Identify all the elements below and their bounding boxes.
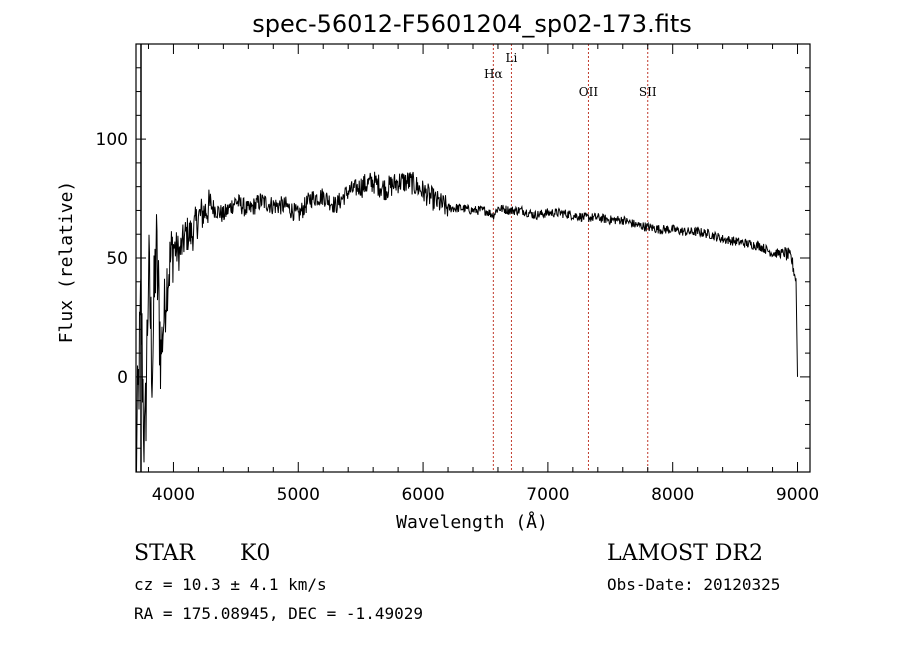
redshift-cz: cz = 10.3 ± 4.1 km/s xyxy=(134,575,327,594)
object-class: STAR xyxy=(134,541,196,566)
chart-title: spec-56012-F5601204_sp02-173.fits xyxy=(252,10,691,38)
x-tick-label: 8000 xyxy=(651,485,694,505)
y-axis-label: Flux (relative) xyxy=(56,181,77,344)
obs-date: Obs-Date: 20120325 xyxy=(607,575,780,594)
x-tick-label: 4000 xyxy=(152,485,195,505)
y-tick-label: 100 xyxy=(96,130,128,150)
x-axis-label: Wavelength (Å) xyxy=(396,511,548,533)
y-tick-label: 50 xyxy=(106,249,128,269)
coordinates: RA = 175.08945, DEC = -1.49029 xyxy=(134,604,423,623)
survey-name: LAMOST DR2 xyxy=(607,541,763,566)
x-tick-label: 7000 xyxy=(526,485,569,505)
plot-frame xyxy=(135,43,811,473)
y-tick-label: 0 xyxy=(117,368,128,388)
spectral-line-label: OII xyxy=(579,85,599,99)
x-tick-label: 5000 xyxy=(277,485,320,505)
object-subclass: K0 xyxy=(240,541,270,566)
x-tick-label: 6000 xyxy=(401,485,444,505)
spectral-line-label: Hα xyxy=(484,67,503,81)
spectral-line-label: Li xyxy=(506,51,518,65)
axis-ticks: 4000 5000 6000 7000 8000 9000 0 50 100 xyxy=(96,43,819,505)
spectral-line-label: SII xyxy=(639,85,657,99)
series-layer xyxy=(135,44,798,473)
x-tick-label: 9000 xyxy=(776,485,819,505)
series-line xyxy=(135,171,798,473)
